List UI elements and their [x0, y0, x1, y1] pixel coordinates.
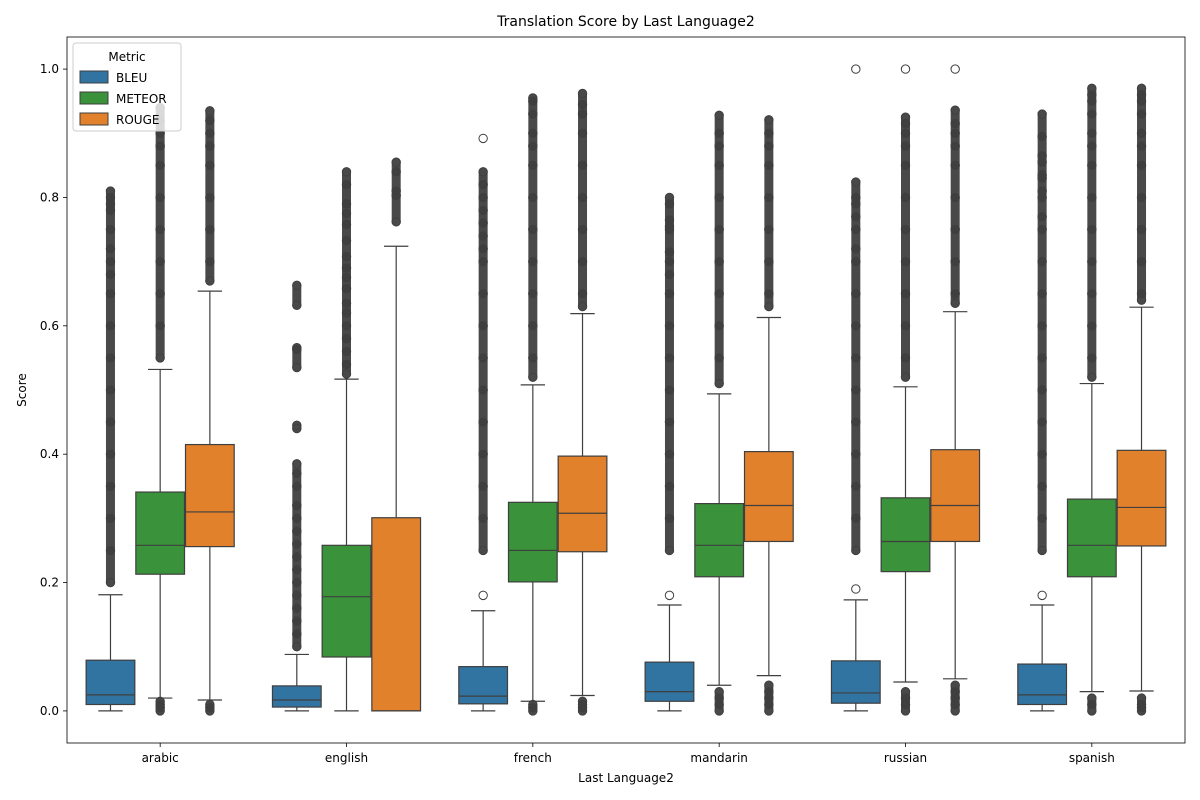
legend-label-meteor: METEOR [116, 92, 167, 106]
box-body [930, 449, 981, 543]
box-meteor-spanish [1066, 83, 1117, 716]
x-axis: arabic english french mandarin russian spanis… [142, 743, 1115, 765]
box-bleu-mandarin [644, 192, 695, 712]
legend: Metric BLEU METEOR ROUGE [72, 42, 182, 132]
x-tick-label: french [514, 751, 552, 765]
y-tick-label: 0.2 [40, 576, 59, 590]
outlier-point [851, 584, 861, 594]
box-meteor-english [321, 167, 372, 712]
y-tick-label: 1.0 [40, 62, 59, 76]
box-bleu-french [458, 133, 509, 712]
box-meteor-mandarin [694, 110, 745, 716]
outlier-point [851, 64, 861, 74]
outlier-point [664, 590, 675, 601]
y-tick-label: 0.0 [40, 704, 59, 718]
box-body [557, 455, 608, 553]
box-rouge-arabic [184, 106, 235, 716]
legend-label-rouge: ROUGE [116, 113, 159, 127]
box-meteor-russian [880, 64, 931, 716]
box-body [743, 451, 794, 543]
box-body [271, 685, 322, 708]
legend-label-bleu: BLEU [116, 71, 147, 85]
box-rouge-russian [930, 64, 981, 716]
box-rouge-mandarin [743, 115, 794, 716]
plot-area [85, 64, 1167, 716]
box-bleu-arabic [85, 186, 136, 712]
outlier-point [950, 64, 960, 74]
y-axis-label: Score [15, 373, 29, 407]
box-body [880, 497, 931, 573]
box-body [694, 503, 745, 578]
y-tick-label: 0.8 [40, 190, 59, 204]
legend-frame [72, 42, 182, 132]
box-body [184, 443, 235, 548]
box-bleu-english [271, 280, 322, 712]
box-bleu-russian [830, 64, 881, 712]
box-body [458, 666, 509, 705]
box-rouge-spanish [1116, 83, 1167, 716]
legend-swatch-meteor [79, 91, 109, 105]
x-tick-label: mandarin [690, 751, 748, 765]
outlier-point [1037, 590, 1047, 601]
x-tick-label: english [325, 751, 368, 765]
box-body [507, 501, 558, 583]
legend-swatch-bleu [79, 70, 109, 84]
x-tick-label: spanish [1069, 751, 1115, 765]
box-meteor-arabic [135, 102, 186, 716]
box-body [1066, 498, 1117, 578]
box-body [85, 659, 136, 706]
box-rouge-french [557, 88, 608, 716]
legend-title: Metric [108, 50, 145, 64]
box-body [371, 517, 422, 712]
box-bleu-spanish [1017, 109, 1068, 712]
box-body [830, 660, 881, 704]
box-body [1116, 449, 1167, 547]
box-body [1017, 663, 1068, 706]
x-axis-label: Last Language2 [578, 771, 674, 785]
outlier-point [478, 590, 488, 601]
chart-title: Translation Score by Last Language2 [496, 14, 755, 30]
x-tick-label: russian [884, 751, 927, 765]
y-tick-label: 0.6 [40, 319, 59, 333]
box-body [321, 544, 372, 658]
y-tick-label: 0.4 [40, 447, 59, 461]
box-rouge-english [371, 157, 422, 712]
y-axis: 0.0 0.2 0.4 0.6 0.8 1.0 [40, 62, 67, 718]
legend-swatch-rouge [79, 112, 109, 126]
outlier-point [478, 133, 488, 144]
x-tick-label: arabic [142, 751, 179, 765]
outlier-point [900, 64, 911, 74]
axes-frame [66, 36, 1186, 744]
box-body [135, 491, 186, 575]
box-meteor-french [507, 93, 558, 716]
box-body [644, 661, 695, 702]
